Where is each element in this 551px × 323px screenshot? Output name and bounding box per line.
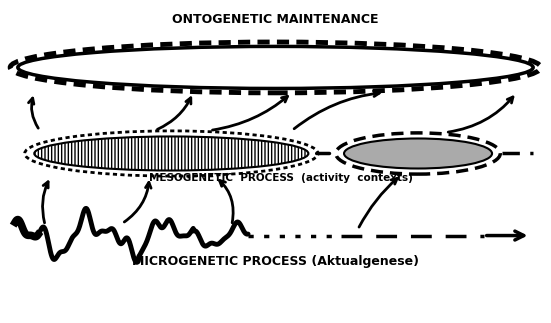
Ellipse shape [18, 47, 533, 89]
Text: MESOGENETIC  PROCESS  (activity  contexts): MESOGENETIC PROCESS (activity contexts) [149, 172, 413, 182]
Text: MICROGENETIC PROCESS (Aktualgenese): MICROGENETIC PROCESS (Aktualgenese) [132, 255, 419, 268]
Ellipse shape [344, 139, 492, 169]
Text: ONTOGENETIC MAINTENANCE: ONTOGENETIC MAINTENANCE [172, 13, 379, 26]
Ellipse shape [34, 137, 309, 171]
